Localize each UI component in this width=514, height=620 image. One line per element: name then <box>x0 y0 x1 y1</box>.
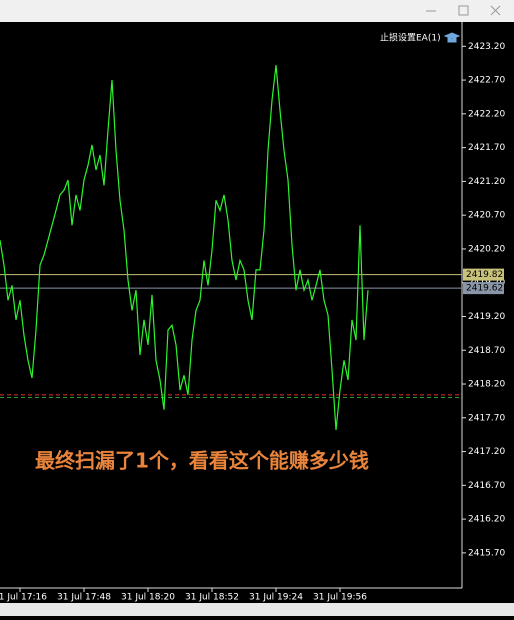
y-tick-label: 2421.20 <box>468 177 505 187</box>
title-bar <box>0 0 514 22</box>
y-tick-label: 2418.20 <box>468 380 505 390</box>
y-tick-label: 2420.70 <box>468 211 505 221</box>
y-tick-label: 2423.20 <box>468 42 505 52</box>
x-tick-label: 31 Jul 19:56 <box>313 593 367 603</box>
y-tick-label: 2420.20 <box>468 244 505 254</box>
price-label-box <box>463 282 504 295</box>
y-tick-label: 2417.20 <box>468 447 505 457</box>
annotation: 最终扫漏了1个，看看这个能赚多少钱 <box>35 449 369 473</box>
x-tick-label: 31 Jul 18:20 <box>121 593 175 603</box>
ea-icon <box>443 32 461 43</box>
maximize-button[interactable] <box>458 5 469 16</box>
x-tick-label: 31 Jul 17:48 <box>57 593 111 603</box>
scroll-strip <box>0 603 514 616</box>
close-button[interactable] <box>490 5 501 16</box>
y-tick-label: 2415.70 <box>468 548 505 558</box>
chart-area <box>0 22 514 602</box>
x-tick-label: 31 Jul 19:24 <box>249 593 303 603</box>
price-label: 2419.62 <box>466 284 503 294</box>
y-tick-label: 2421.70 <box>468 143 505 153</box>
y-tick-label: 2416.20 <box>468 515 505 525</box>
y-tick-label: 2422.20 <box>468 109 505 119</box>
x-tick-label: 31 Jul 17:16 <box>0 593 47 603</box>
ea-label: 止损设置EA(1) <box>380 32 441 44</box>
y-tick-label: 2416.70 <box>468 481 505 491</box>
y-tick-label: 2417.70 <box>468 413 505 423</box>
x-tick-label: 31 Jul 18:52 <box>185 593 239 603</box>
price-label-box <box>463 268 504 281</box>
price-line-series <box>0 65 369 431</box>
y-tick-label: 2422.70 <box>468 76 505 86</box>
price-label: 2419.82 <box>466 270 503 280</box>
y-tick-label: 2419.20 <box>468 312 505 322</box>
y-tick-label: 2418.70 <box>468 346 505 356</box>
